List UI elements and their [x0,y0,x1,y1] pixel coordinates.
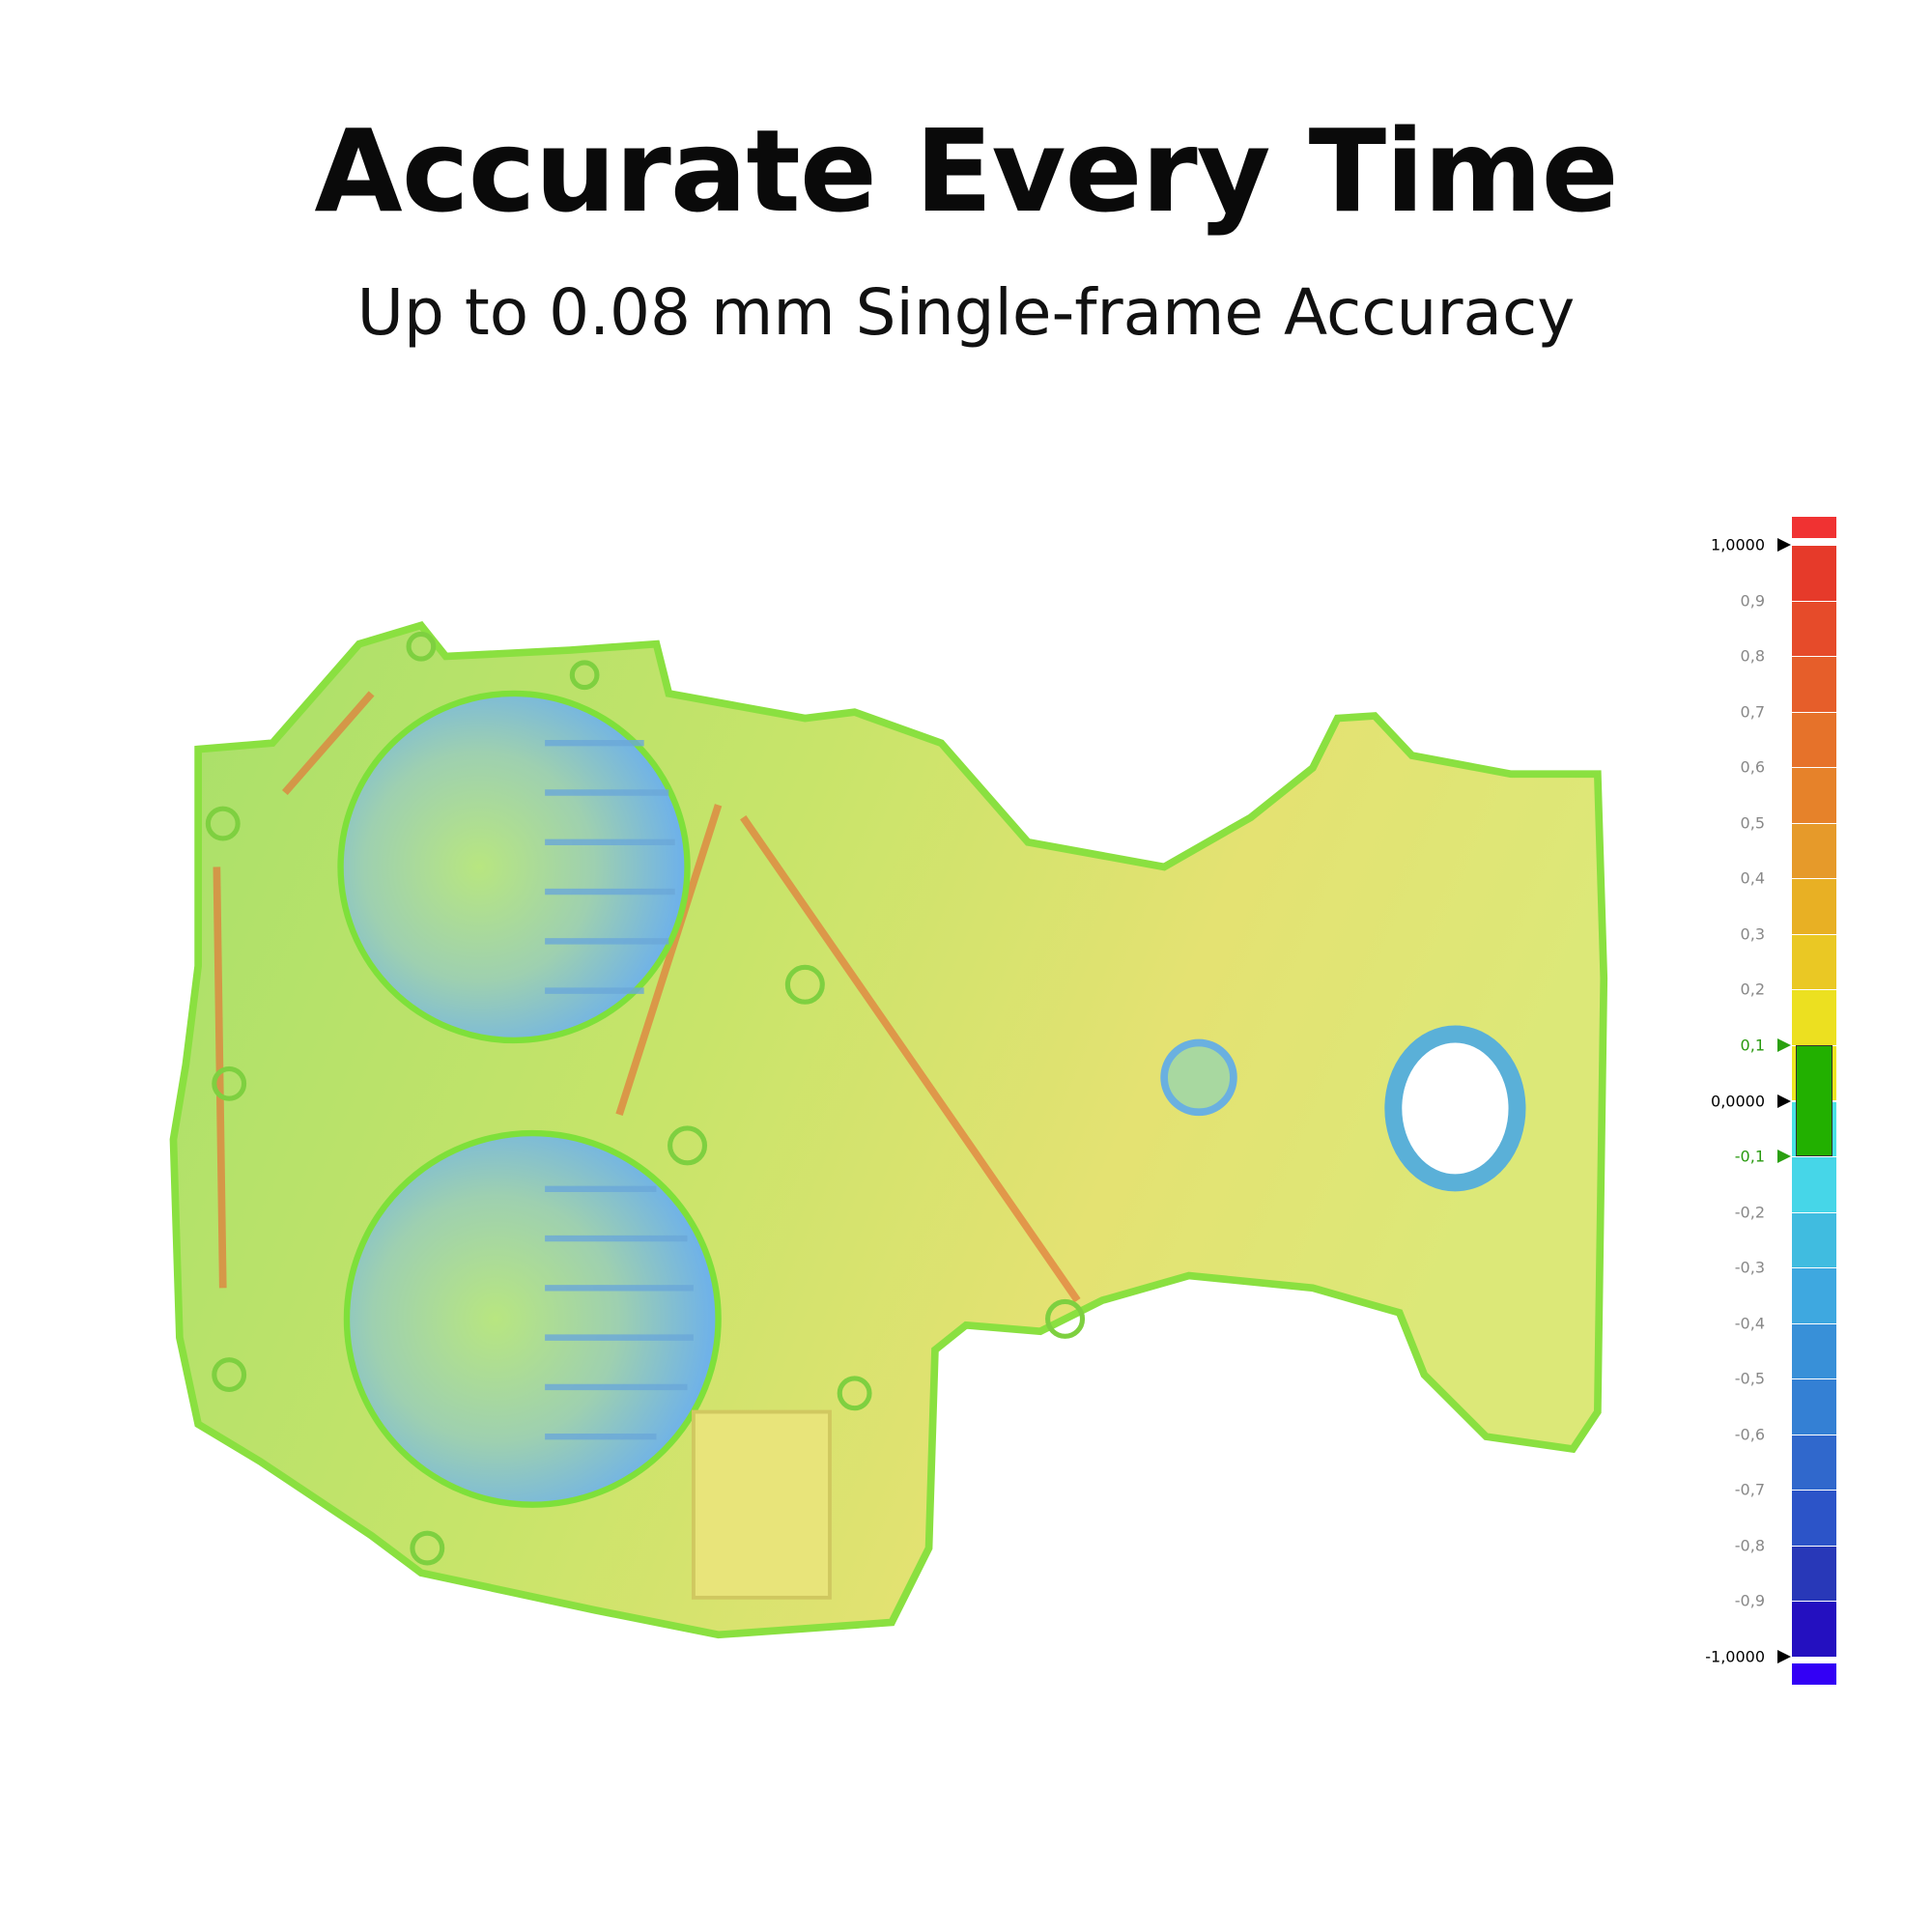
scale-tick-label: -0,5 [1734,1369,1765,1388]
scale-tick-label: -0,3 [1734,1258,1765,1277]
scale-segment [1792,1268,1836,1323]
scale-tick-label: 1,0000 [1711,535,1765,554]
scale-tick-label: 0,9 [1740,591,1765,611]
scale-segment [1792,768,1836,823]
marker-arrow-icon [1777,1094,1791,1108]
scale-segment [1792,1212,1836,1268]
scale-segment [1792,1323,1836,1379]
scale-tick-label: 0,6 [1740,757,1765,777]
scale-segment [1792,934,1836,990]
scale-segment [1792,546,1836,601]
through-hole [1384,1025,1526,1192]
page-subtitle: Up to 0.08 mm Single-frame Accuracy [356,275,1576,350]
scale-tick-label: -0,4 [1734,1314,1765,1333]
over-range-cap [1792,517,1836,538]
scale-tick-label: 0,4 [1740,868,1765,888]
scale-segment [1792,1157,1836,1212]
scale-segment [1792,1379,1836,1435]
scale-tick-label: -0,6 [1734,1425,1765,1444]
scale-tick-label: 0,3 [1740,924,1765,944]
scale-tick-label: -0,9 [1734,1591,1765,1610]
scale-tick-label: -1,0000 [1705,1647,1765,1666]
scale-segment [1792,823,1836,879]
scale-segment [1792,1546,1836,1602]
lower-disc [343,1129,722,1508]
under-range-cap [1792,1663,1836,1685]
scale-segment [1792,1435,1836,1491]
scale-tick-label: 0,0000 [1711,1092,1765,1110]
part-edge-highlight [213,691,1081,1303]
scale-segment [1792,1602,1836,1657]
scale-segment [1792,657,1836,712]
scale-tick-label: -0,2 [1734,1203,1765,1222]
scale-tick-label: 0,8 [1740,646,1765,666]
scale-tick-label: 0,2 [1740,980,1765,999]
scale-tick-label: -0,8 [1734,1536,1765,1555]
boss [1160,1038,1237,1117]
marker-arrow-icon [1777,1037,1791,1052]
upper-disc [337,690,691,1044]
scale-tick-label: 0,5 [1740,813,1765,833]
scale-tick-label: -0,1 [1734,1147,1765,1166]
tolerance-band [1796,1044,1833,1157]
marker-arrow-icon [1777,538,1791,552]
page-title: Accurate Every Time [314,104,1618,238]
scale-segment [1792,601,1836,657]
scale-segment [1792,712,1836,768]
scale-segment [1792,879,1836,934]
marker-arrow-icon [1777,1650,1791,1663]
scale-tick-label: 0,1 [1740,1036,1765,1055]
label-pad [692,1409,832,1600]
scale-tick-label: -0,7 [1734,1480,1765,1499]
scale-segment [1792,1491,1836,1546]
marker-arrow-icon [1777,1150,1791,1164]
scale-segment [1792,990,1836,1045]
scale-tick-label: 0,7 [1740,702,1765,722]
